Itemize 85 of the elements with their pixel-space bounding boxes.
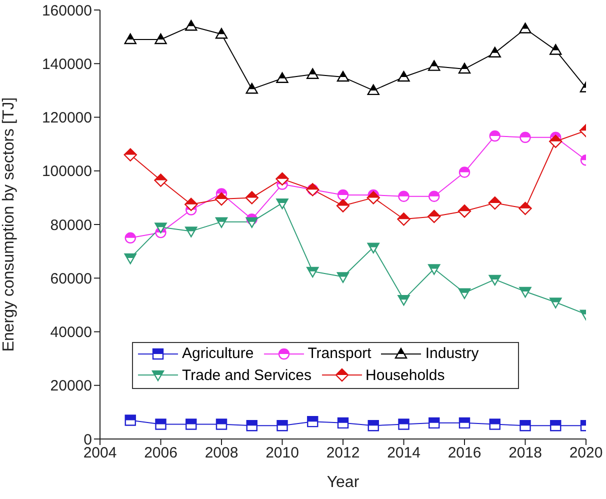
point <box>428 210 441 224</box>
point <box>276 198 288 210</box>
point <box>276 420 288 432</box>
y-tick-label: 100000 <box>42 163 92 180</box>
point <box>458 62 471 74</box>
point <box>336 199 350 212</box>
y-tick-label: 160000 <box>42 2 92 20</box>
point <box>306 266 319 278</box>
point <box>458 288 471 299</box>
point <box>154 222 167 234</box>
point <box>520 420 531 432</box>
legend-label: Households <box>366 366 445 384</box>
y-tick-label: 120000 <box>42 110 92 127</box>
point <box>488 274 501 286</box>
point <box>214 192 228 206</box>
point <box>397 212 410 226</box>
point <box>154 33 167 44</box>
x-tick-label: 2016 <box>448 444 482 462</box>
point <box>155 418 166 430</box>
point <box>458 417 470 429</box>
legend-label: Transport <box>308 344 372 363</box>
point <box>367 242 380 254</box>
point <box>185 20 198 31</box>
point <box>124 33 136 44</box>
x-tick-label: 2020 <box>569 444 603 462</box>
point <box>518 202 532 216</box>
point <box>488 196 502 210</box>
point <box>398 190 410 202</box>
y-tick-label: 80000 <box>50 216 92 234</box>
x-tick-label: 2008 <box>204 444 238 462</box>
point <box>428 417 440 429</box>
x-tick-label: 2006 <box>144 444 178 462</box>
point <box>216 418 228 430</box>
point <box>184 198 198 211</box>
point <box>489 130 500 142</box>
point <box>246 420 258 432</box>
point <box>398 70 410 82</box>
point <box>246 82 258 94</box>
point <box>458 166 470 178</box>
point <box>550 420 562 432</box>
point <box>366 191 380 204</box>
point <box>336 70 350 82</box>
y-tick-label: 20000 <box>50 378 92 395</box>
point <box>185 226 198 238</box>
legend-label: Industry <box>425 344 479 363</box>
point <box>398 418 410 430</box>
point <box>186 418 197 430</box>
point <box>336 272 350 283</box>
point <box>519 286 532 298</box>
x-axis-title: Year <box>326 474 360 491</box>
point <box>550 298 562 308</box>
point <box>367 84 380 96</box>
point <box>154 174 168 187</box>
x-tick-label: 2012 <box>326 444 360 462</box>
point <box>245 191 258 204</box>
y-tick-label: 140000 <box>42 56 92 73</box>
legend-label: Agriculture <box>182 344 254 363</box>
point <box>276 172 289 186</box>
point <box>246 217 258 228</box>
point <box>124 414 136 426</box>
point <box>368 420 379 432</box>
legend-label: Trade and Services <box>182 366 312 384</box>
y-axis-title: Energy consumption by sectors [TJ] <box>0 97 18 352</box>
y-tick-label: 60000 <box>50 270 92 288</box>
point <box>519 22 532 34</box>
point <box>520 132 531 143</box>
point <box>337 189 349 201</box>
point <box>124 148 137 162</box>
point <box>550 44 562 55</box>
point <box>428 190 440 202</box>
y-tick-label: 40000 <box>50 324 92 342</box>
x-tick-label: 2018 <box>508 444 542 462</box>
point <box>489 418 500 430</box>
x-tick-label: 2010 <box>266 444 299 462</box>
point <box>398 294 410 306</box>
point <box>428 264 440 275</box>
point <box>124 253 136 264</box>
x-tick-label: 2014 <box>387 444 420 462</box>
point <box>549 134 562 148</box>
point <box>458 204 472 218</box>
point <box>124 232 136 244</box>
point <box>215 28 228 39</box>
point <box>337 417 349 429</box>
point <box>307 416 318 428</box>
point <box>215 217 228 228</box>
